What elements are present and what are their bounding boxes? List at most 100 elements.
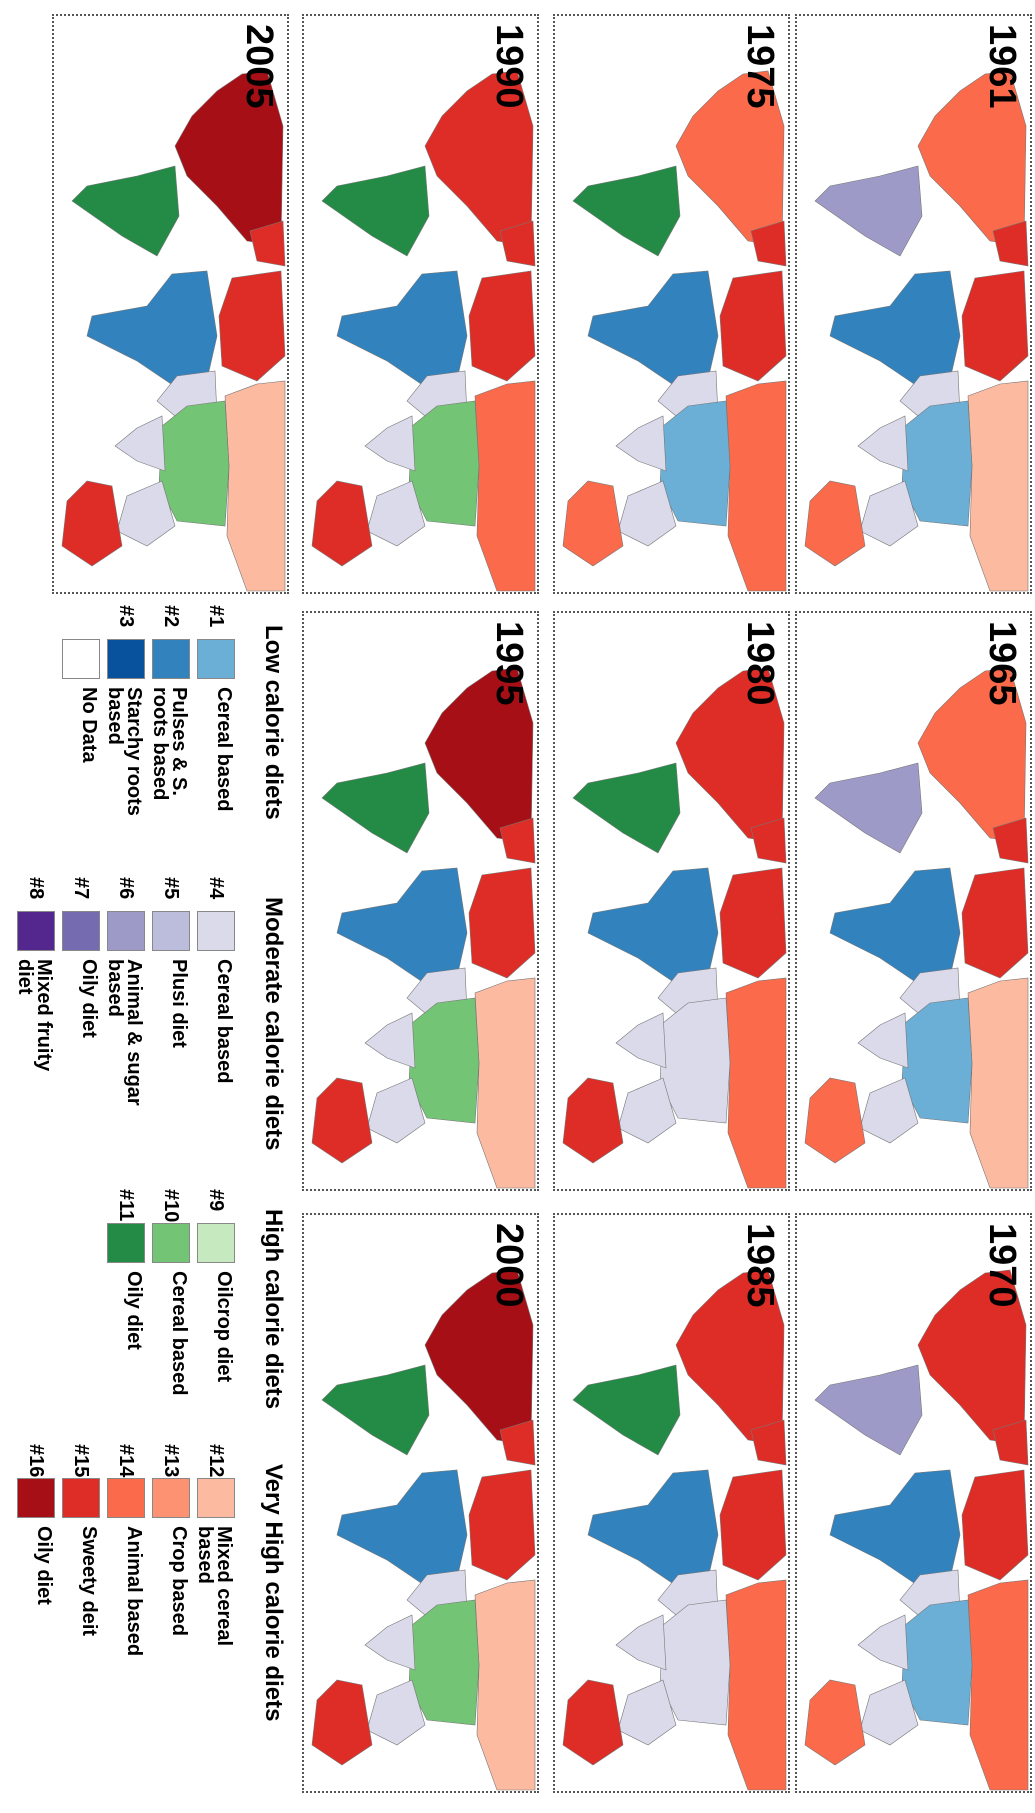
- legend-number: #1: [204, 605, 227, 627]
- legend-swatch: [107, 1478, 145, 1518]
- legend-label: Sweety deit: [79, 1526, 98, 1676]
- legend-swatch: [107, 1223, 145, 1263]
- legend-label: Cereal based: [214, 959, 233, 1109]
- world-map: 1965: [797, 613, 1030, 1189]
- legend-group-title: Low calorie diets: [259, 625, 287, 820]
- rotated-figure: 1961196519701975198019851990199520002005…: [0, 0, 1035, 1813]
- region: [563, 481, 623, 566]
- region: [219, 271, 285, 381]
- region: [469, 868, 535, 978]
- legend-number: #7: [69, 877, 92, 899]
- region: [312, 1680, 372, 1765]
- region: [573, 1365, 680, 1455]
- region: [858, 1013, 908, 1068]
- region: [475, 978, 535, 1188]
- legend-label: Oily diet: [124, 1271, 143, 1421]
- map-panel: 2005: [52, 14, 289, 594]
- region: [563, 1078, 623, 1163]
- region: [365, 416, 415, 471]
- legend-number: #16: [24, 1444, 47, 1477]
- region: [805, 1078, 865, 1163]
- region: [62, 481, 122, 566]
- region: [968, 1580, 1028, 1790]
- legend-label: Oilcrop diet: [214, 1271, 233, 1421]
- region: [475, 1580, 535, 1790]
- legend-number: #5: [159, 877, 182, 899]
- legend-number: #13: [159, 1444, 182, 1477]
- legend-label: Oily diet: [34, 1526, 53, 1676]
- legend-label: Mixed fruity diet: [15, 959, 53, 1109]
- region: [720, 1470, 786, 1580]
- legend-swatch: [152, 1478, 190, 1518]
- region: [337, 868, 467, 985]
- legend-number: #14: [114, 1444, 137, 1477]
- region: [365, 1615, 415, 1670]
- world-map: 1970: [797, 1215, 1030, 1791]
- region: [115, 416, 165, 471]
- year-label: 1990: [488, 24, 530, 109]
- legend-number: #4: [204, 877, 227, 899]
- legend-label: Mixed cereal based: [195, 1526, 233, 1676]
- region: [962, 1470, 1028, 1580]
- legend-label: Crop based: [169, 1526, 188, 1676]
- region: [322, 1365, 429, 1455]
- legend-swatch: [197, 911, 235, 951]
- region: [726, 978, 786, 1188]
- region: [365, 1013, 415, 1068]
- region: [322, 763, 429, 853]
- legend-swatch: [152, 911, 190, 951]
- region: [815, 166, 922, 256]
- region: [858, 1615, 908, 1670]
- region: [968, 381, 1028, 591]
- legend-label: Animal based: [124, 1526, 143, 1676]
- region: [805, 1680, 865, 1765]
- legend-swatch: [197, 1223, 235, 1263]
- year-label: 2000: [488, 1223, 530, 1308]
- region: [312, 481, 372, 566]
- legend-number: #9: [204, 1189, 227, 1211]
- region: [588, 1470, 718, 1587]
- legend-label: Cereal based: [214, 687, 233, 837]
- map-panel: 2000: [302, 1213, 539, 1793]
- region: [588, 271, 718, 388]
- region: [858, 416, 908, 471]
- region: [815, 1365, 922, 1455]
- legend-label: Pulses & S. roots based: [150, 687, 188, 837]
- legend-number: #15: [69, 1444, 92, 1477]
- legend-swatch: [197, 1478, 235, 1518]
- legend-swatch: [197, 639, 235, 679]
- legend-number: #3: [114, 605, 137, 627]
- legend-swatch: [107, 639, 145, 679]
- map-panel: 1980: [553, 611, 790, 1191]
- region: [87, 271, 217, 388]
- region: [588, 868, 718, 985]
- region: [469, 1470, 535, 1580]
- world-map: 1985: [555, 1215, 788, 1791]
- legend-swatch: [152, 1223, 190, 1263]
- region: [322, 166, 429, 256]
- world-map: 2005: [54, 16, 287, 592]
- legend-number: #11: [114, 1189, 137, 1221]
- year-label: 1965: [981, 621, 1023, 706]
- region: [830, 868, 960, 985]
- region: [337, 1470, 467, 1587]
- map-panel: 1975: [553, 14, 790, 594]
- legend-swatch: [62, 1478, 100, 1518]
- figure: 1961196519701975198019851990199520002005…: [0, 0, 1035, 1813]
- legend-label: Starchy roots based: [105, 687, 143, 837]
- region: [830, 271, 960, 388]
- region: [616, 1013, 666, 1068]
- legend-swatch: [62, 911, 100, 951]
- region: [805, 481, 865, 566]
- region: [563, 1680, 623, 1765]
- map-panel: 1961: [795, 14, 1032, 594]
- world-map: 1961: [797, 16, 1030, 592]
- world-map: 2000: [304, 1215, 537, 1791]
- world-map: 1980: [555, 613, 788, 1189]
- world-map: 1975: [555, 16, 788, 592]
- legend-swatch: [17, 911, 55, 951]
- legend-group-title: Moderate calorie diets: [259, 897, 287, 1150]
- legend-number: #12: [204, 1444, 227, 1477]
- region: [573, 763, 680, 853]
- region: [962, 271, 1028, 381]
